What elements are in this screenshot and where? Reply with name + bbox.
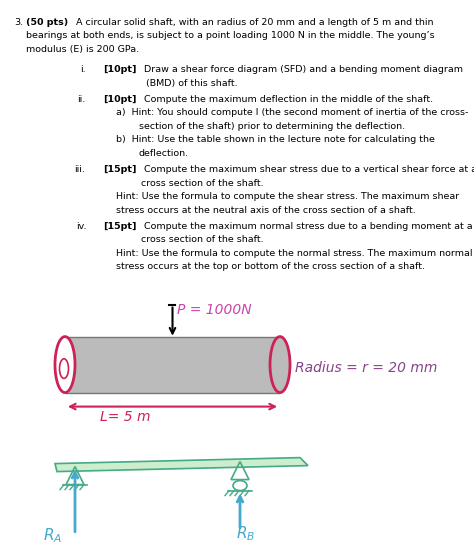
- Text: L= 5 m: L= 5 m: [100, 409, 151, 424]
- Text: Compute the maximum shear stress due to a vertical shear force at a: Compute the maximum shear stress due to …: [141, 165, 474, 174]
- Text: [10pt]: [10pt]: [103, 95, 137, 104]
- Text: section of the shaft) prior to determining the deflection.: section of the shaft) prior to determini…: [139, 122, 405, 131]
- Text: modulus (E) is 200 GPa.: modulus (E) is 200 GPa.: [26, 45, 139, 54]
- Polygon shape: [55, 458, 308, 472]
- Text: [10pt]: [10pt]: [103, 65, 137, 74]
- Text: a)  Hint: You should compute I (the second moment of inertia of the cross-: a) Hint: You should compute I (the secon…: [116, 109, 468, 117]
- Ellipse shape: [55, 337, 75, 393]
- Text: Draw a shear force diagram (SFD) and a bending moment diagram: Draw a shear force diagram (SFD) and a b…: [141, 65, 463, 74]
- Text: stress occurs at the neutral axis of the cross section of a shaft.: stress occurs at the neutral axis of the…: [116, 206, 416, 214]
- Text: (50 pts): (50 pts): [26, 18, 68, 27]
- Text: Compute the maximum deflection in the middle of the shaft.: Compute the maximum deflection in the mi…: [141, 95, 433, 104]
- Text: A circular solid shaft, with an radius of 20 mm and a length of 5 m and thin: A circular solid shaft, with an radius o…: [73, 18, 434, 27]
- Text: Hint: Use the formula to compute the normal stress. The maximum normal: Hint: Use the formula to compute the nor…: [116, 249, 473, 258]
- Text: stress occurs at the top or bottom of the cross section of a shaft.: stress occurs at the top or bottom of th…: [116, 262, 425, 272]
- Text: iv.: iv.: [76, 222, 86, 231]
- Text: P = 1000N: P = 1000N: [177, 302, 252, 317]
- Text: $R_A$: $R_A$: [43, 527, 62, 543]
- Ellipse shape: [270, 337, 290, 393]
- Text: Hint: Use the formula to compute the shear stress. The maximum shear: Hint: Use the formula to compute the she…: [116, 192, 459, 201]
- Text: Radius = r = 20 mm: Radius = r = 20 mm: [295, 361, 438, 375]
- Bar: [65, 337, 280, 393]
- Text: 3.: 3.: [14, 18, 23, 27]
- Text: cross section of the shaft.: cross section of the shaft.: [141, 179, 264, 188]
- Ellipse shape: [60, 359, 69, 378]
- Text: i.: i.: [80, 65, 86, 74]
- Text: (BMD) of this shaft.: (BMD) of this shaft.: [146, 79, 237, 88]
- Text: bearings at both ends, is subject to a point loading 1000 N in the middle. The y: bearings at both ends, is subject to a p…: [26, 31, 435, 41]
- Text: deflection.: deflection.: [139, 149, 189, 158]
- Text: iii.: iii.: [74, 165, 85, 174]
- Text: cross section of the shaft.: cross section of the shaft.: [141, 235, 264, 244]
- Text: [15pt]: [15pt]: [103, 222, 137, 231]
- Text: Compute the maximum normal stress due to a bending moment at a: Compute the maximum normal stress due to…: [141, 222, 473, 231]
- Text: b)  Hint: Use the table shown in the lecture note for calculating the: b) Hint: Use the table shown in the lect…: [116, 135, 435, 144]
- Text: [15pt]: [15pt]: [103, 165, 137, 174]
- Text: $R_B$: $R_B$: [236, 525, 255, 543]
- Text: ii.: ii.: [77, 95, 85, 104]
